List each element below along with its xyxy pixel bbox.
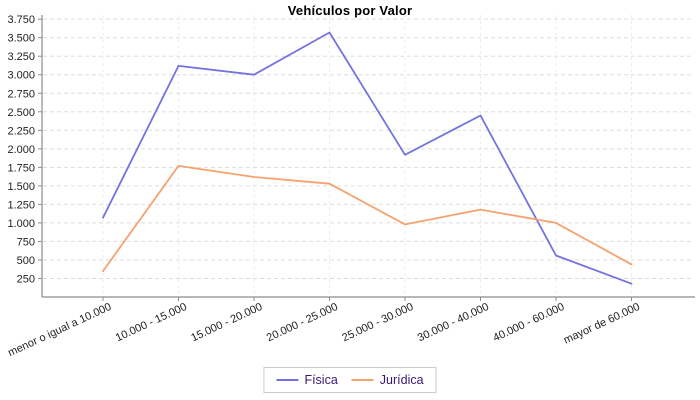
- x-category-label: 15.000 - 20.000: [189, 301, 264, 344]
- y-tick-label: 3.500: [7, 33, 35, 45]
- y-tick-label: 3.750: [7, 14, 35, 26]
- fisica-legend-label: Física: [304, 373, 338, 387]
- y-tick-label: 3.250: [7, 51, 35, 63]
- x-category-label: 25.000 - 30.000: [340, 301, 415, 344]
- x-category-label: 40.000 - 60.000: [491, 301, 566, 344]
- fisica-line-swatch: [276, 379, 299, 381]
- x-category-label: 20.000 - 25.000: [265, 301, 340, 344]
- y-tick-label: 2.500: [7, 107, 35, 119]
- y-tick-label: 1.750: [7, 162, 35, 174]
- y-tick-label: 1.500: [7, 181, 35, 193]
- legend-item-juridica: Jurídica: [351, 373, 424, 387]
- y-tick-label: 500: [17, 255, 35, 267]
- legend: Física Jurídica: [263, 367, 437, 393]
- x-category-label: menor o igual a 10.000: [6, 301, 113, 359]
- y-tick-label: 3.000: [7, 70, 35, 82]
- y-tick-label: 1.250: [7, 199, 35, 211]
- juridica-line-swatch: [351, 379, 374, 381]
- chart-title: Vehículos por Valor: [287, 3, 413, 18]
- x-category-label: mayor de 60.000: [562, 301, 642, 347]
- x-category-label: 30.000 - 40.000: [416, 301, 491, 344]
- x-category-label: 10.000 - 15.000: [114, 301, 189, 344]
- y-tick-label: 2.750: [7, 88, 35, 100]
- y-tick-label: 2.250: [7, 125, 35, 137]
- y-tick-label: 250: [17, 273, 35, 285]
- juridica-legend-label: Jurídica: [379, 373, 424, 387]
- series-line-jurdica: [102, 164, 633, 273]
- y-tick-label: 750: [17, 236, 35, 248]
- series-line-fsica: [102, 31, 633, 285]
- y-tick-label: 1.000: [7, 218, 35, 230]
- y-tick-label: 2.000: [7, 144, 35, 156]
- legend-item-fisica: Física: [276, 373, 338, 387]
